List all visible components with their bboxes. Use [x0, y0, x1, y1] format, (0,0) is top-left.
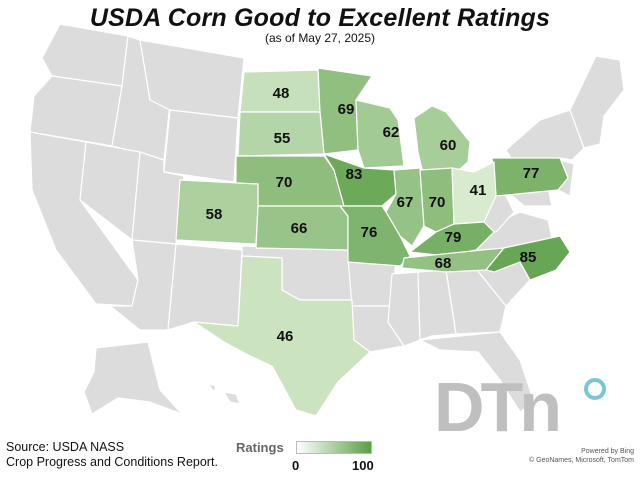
label-colorado: 58 [206, 206, 223, 223]
label-missouri: 76 [361, 224, 378, 241]
source-line-2: Crop Progress and Conditions Report. [6, 455, 218, 469]
state-missouri [339, 205, 411, 267]
source-note: Source: USDA NASS Crop Progress and Cond… [6, 440, 218, 470]
label-iowa: 83 [346, 166, 363, 183]
label-tennessee: 68 [435, 255, 452, 272]
source-line-1: Source: USDA NASS [6, 440, 125, 454]
label-north-dakota: 48 [273, 85, 290, 102]
state-new-england [569, 55, 625, 149]
map-attribution: Powered by Bing © GeoNames, Microsoft, T… [529, 447, 634, 465]
state-iowa [323, 153, 397, 207]
label-pennsylvania: 77 [523, 165, 540, 182]
label-minnesota: 69 [338, 101, 355, 118]
state-michigan [413, 105, 471, 179]
label-illinois: 67 [397, 194, 414, 211]
label-wisconsin: 62 [383, 124, 400, 141]
rated-states [175, 67, 571, 417]
state-alaska [83, 341, 183, 415]
legend-gradient-bar [296, 441, 372, 454]
legend-title: Ratings [236, 440, 284, 455]
label-north-carolina: 85 [520, 249, 537, 266]
state-hawaii [207, 383, 241, 405]
label-indiana: 70 [429, 194, 446, 211]
label-ohio: 41 [470, 182, 487, 199]
map-subtitle: (as of May 27, 2025) [264, 31, 376, 45]
state-florida [419, 331, 535, 413]
legend-max-label: 100 [352, 458, 374, 473]
base-states [29, 23, 625, 415]
state-new-mexico [167, 243, 243, 331]
state-wyoming [163, 109, 239, 183]
copyright-line: © GeoNames, Microsoft, TomTom [529, 457, 634, 464]
powered-by-line: Powered by Bing [581, 448, 634, 455]
dtn-logo: DTn [434, 368, 562, 446]
dtn-logo-ring-icon [584, 378, 606, 400]
state-north-carolina [485, 235, 571, 281]
legend-min-label: 0 [292, 458, 300, 473]
label-michigan: 60 [440, 137, 457, 154]
state-texas [193, 255, 371, 417]
map-title: USDA Corn Good to Excellent Ratings [89, 4, 551, 32]
label-kentucky: 79 [445, 229, 462, 246]
label-nebraska: 70 [276, 174, 293, 191]
state-value-labels: 48 69 55 62 60 70 83 77 58 67 70 41 66 7… [206, 85, 540, 345]
state-wisconsin [355, 99, 405, 169]
label-kansas: 66 [291, 220, 308, 237]
label-texas: 46 [277, 328, 294, 345]
state-mississippi [387, 271, 421, 347]
label-south-dakota: 55 [274, 130, 291, 147]
